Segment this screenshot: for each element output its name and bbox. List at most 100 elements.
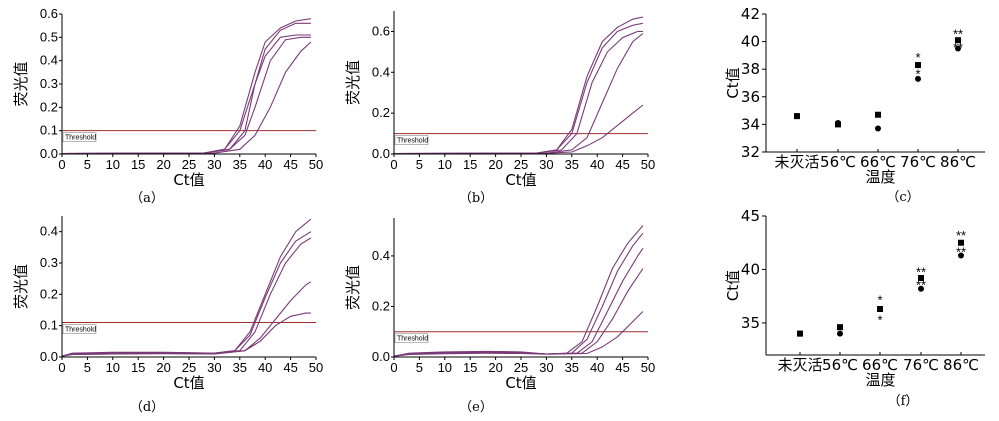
amplification-curve-b-5 <box>393 104 644 155</box>
x-tick-label-c: 未灭活 <box>774 153 819 171</box>
x-tick-label-a: 45 <box>283 157 297 172</box>
amplification-curve-a-2 <box>61 22 311 155</box>
significance-marker-c: ** <box>953 26 963 41</box>
y-tick-label-c: 32 <box>741 143 760 161</box>
significance-marker-f: ** <box>916 265 926 280</box>
x-tick-label-d: 0 <box>58 360 65 375</box>
y-tick-label-a: 0.0 <box>40 146 58 161</box>
amplification-curve-d-5 <box>61 312 311 357</box>
y-tick-label-c: 38 <box>741 60 760 78</box>
point-circle-c-5 <box>955 45 961 52</box>
x-tick-label-b: 50 <box>641 157 655 172</box>
significance-marker-c: * <box>915 50 920 65</box>
x-axis-label-d: Ct值 <box>173 374 204 392</box>
y-tick-label-d: 0.3 <box>40 255 58 270</box>
threshold-label-box-e <box>394 333 429 344</box>
threshold-label-e: Threshold <box>397 336 428 343</box>
caption-a: （a） <box>130 191 164 206</box>
x-axis-label-a: Ct值 <box>173 171 204 189</box>
amplification-curve-e-1 <box>393 225 644 357</box>
point-square-f-4 <box>918 275 924 282</box>
caption-d: （d） <box>130 400 164 415</box>
point-circle-f-5 <box>958 252 964 259</box>
y-tick-label-c: 34 <box>741 115 760 133</box>
point-square-c-3 <box>875 111 881 118</box>
x-tick-label-d: 20 <box>156 360 170 375</box>
y-axis-label-a: 荧光值 <box>12 61 30 106</box>
x-tick-label-e: 50 <box>641 360 655 375</box>
x-tick-label-c: 56℃ <box>820 153 856 171</box>
x-tick-label-a: 15 <box>131 157 145 172</box>
point-square-c-4 <box>915 62 921 69</box>
point-circle-f-3 <box>877 306 883 313</box>
y-tick-label-a: 0.4 <box>40 53 58 68</box>
x-tick-label-e: 30 <box>539 360 553 375</box>
caption-c: （c） <box>886 190 919 205</box>
amplification-curve-d-4 <box>61 281 312 357</box>
x-tick-label-e: 40 <box>590 360 604 375</box>
x-tick-label-e: 10 <box>438 360 452 375</box>
y-tick-label-f: 45 <box>741 207 760 225</box>
x-tick-label-c: 66℃ <box>860 153 896 171</box>
x-tick-label-b: 20 <box>488 157 502 172</box>
x-tick-label-b: 35 <box>565 157 579 172</box>
amplification-curve-d-3 <box>61 237 312 357</box>
x-tick-label-c: 76℃ <box>900 153 936 171</box>
x-tick-label-b: 25 <box>514 157 528 172</box>
x-tick-label-b: 5 <box>416 157 423 172</box>
x-tick-label-d: 30 <box>207 360 221 375</box>
x-tick-label-f: 未灭活 <box>777 356 822 374</box>
amplification-curve-e-5 <box>393 311 644 357</box>
x-tick-label-d: 40 <box>258 360 272 375</box>
x-axis-label-c: 温度 <box>865 168 895 186</box>
y-axis-label-d: 荧光值 <box>12 264 30 309</box>
y-tick-label-d: 0.4 <box>40 224 58 239</box>
y-tick-label-a: 0.3 <box>40 76 58 91</box>
y-tick-label-a: 0.1 <box>40 123 58 138</box>
y-tick-label-b: 0.2 <box>372 105 390 120</box>
y-tick-label-b: 0.4 <box>372 64 390 79</box>
x-tick-label-d: 50 <box>309 360 323 375</box>
x-tick-label-a: 50 <box>309 157 323 172</box>
point-circle-c-2 <box>835 120 841 127</box>
y-tick-label-d: 0.0 <box>40 349 58 364</box>
y-axis-label-f: Ct值 <box>724 270 742 301</box>
amplification-curve-e-3 <box>393 247 644 357</box>
y-tick-label-e: 0.2 <box>372 298 390 313</box>
x-tick-label-b: 0 <box>390 157 397 172</box>
x-tick-label-d: 25 <box>182 360 196 375</box>
significance-marker-f: * <box>877 292 882 307</box>
x-tick-label-a: 5 <box>84 157 91 172</box>
x-tick-label-a: 30 <box>207 157 221 172</box>
point-circle-f-2 <box>837 330 843 337</box>
amplification-curve-b-3 <box>393 30 643 155</box>
x-tick-label-b: 15 <box>463 157 477 172</box>
x-axis-label-e: Ct值 <box>505 374 536 392</box>
x-tick-label-f: 86℃ <box>943 356 979 374</box>
threshold-label-d: Threshold <box>65 327 96 334</box>
x-tick-label-e: 15 <box>463 360 477 375</box>
x-tick-label-a: 20 <box>156 157 170 172</box>
x-tick-label-d: 5 <box>84 360 91 375</box>
x-tick-label-c: 86℃ <box>940 153 976 171</box>
threshold-label-box-b <box>394 135 429 145</box>
x-tick-label-d: 10 <box>106 360 120 375</box>
x-tick-label-a: 25 <box>182 157 196 172</box>
threshold-label-b: Threshold <box>397 138 428 145</box>
y-tick-label-e: 0.4 <box>372 248 390 263</box>
x-tick-label-d: 45 <box>283 360 297 375</box>
point-circle-c-3 <box>875 125 881 132</box>
y-tick-label-e: 0.0 <box>372 349 390 364</box>
y-tick-label-d: 0.1 <box>40 318 58 333</box>
point-circle-f-1 <box>797 330 803 337</box>
y-tick-label-c: 40 <box>741 33 760 51</box>
x-tick-label-f: 66℃ <box>862 356 898 374</box>
point-square-f-2 <box>837 324 843 331</box>
caption-b: （b） <box>459 191 493 206</box>
point-circle-f-4 <box>918 285 924 292</box>
point-circle-c-1 <box>794 113 800 120</box>
point-square-c-5 <box>955 37 961 44</box>
significance-marker-f: ** <box>956 244 966 259</box>
y-tick-label-a: 0.6 <box>40 6 58 21</box>
